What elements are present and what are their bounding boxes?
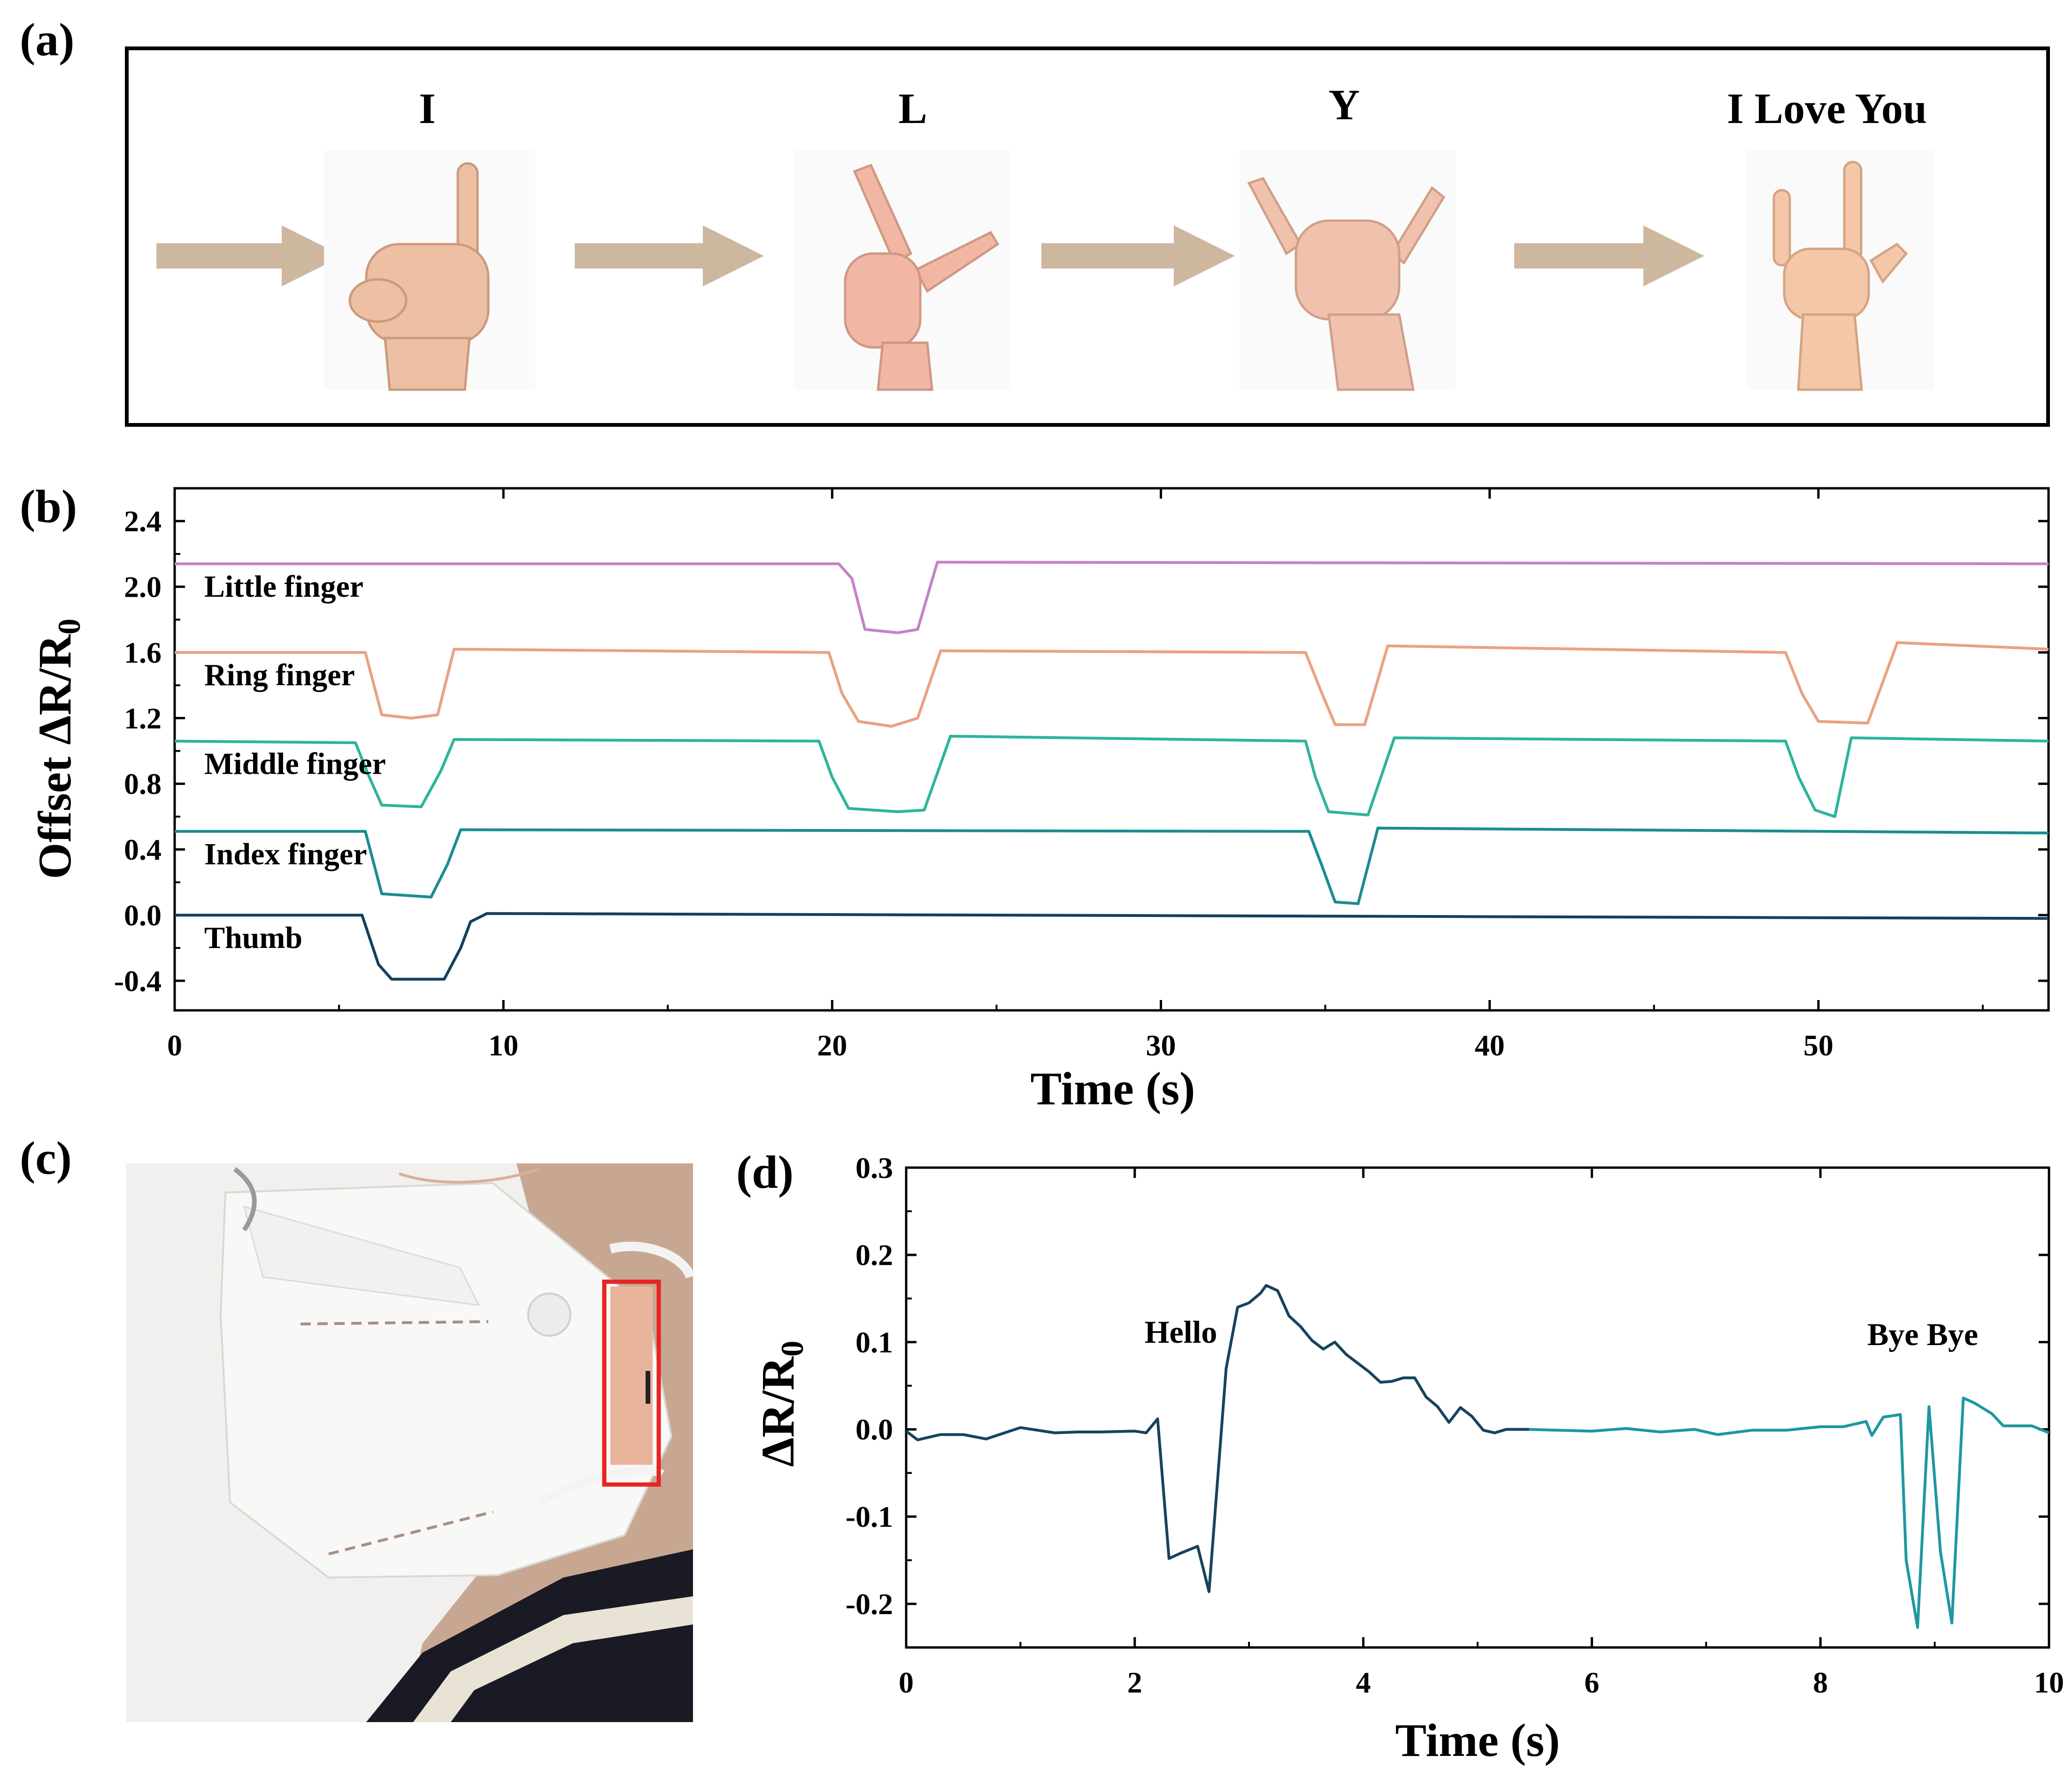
- x-tick-label: 0: [167, 1029, 182, 1062]
- x-tick-label: 2: [1127, 1666, 1142, 1699]
- y-tick-label: 0.8: [124, 767, 162, 800]
- hand-sign-l-image: [793, 150, 1009, 391]
- x-tick-label: 40: [1475, 1029, 1505, 1062]
- series-line-little-finger: [175, 561, 2049, 634]
- y-tick-label: 0.1: [855, 1325, 893, 1359]
- panel-d: (d) 0 2 4 6 8 10 -0.2 -0.1 0.0 0.1 0.2 0.3 Hello By…: [736, 1146, 2064, 1766]
- sensor-highlight-box: [602, 1279, 661, 1487]
- series-label-index-finger: Index finger: [204, 837, 367, 871]
- chart-b-series: [175, 561, 2049, 981]
- y-tick-label: 2.4: [124, 505, 162, 538]
- panel-b-label: (b): [20, 480, 77, 532]
- x-tick-label: 10: [488, 1029, 518, 1062]
- caption-y: Y: [1329, 81, 1360, 129]
- chart-d-series: [906, 1284, 2049, 1629]
- hand-sign-y-image: [1240, 150, 1456, 391]
- arrow-icon: [1041, 225, 1235, 286]
- y-tick-label: -0.1: [846, 1500, 893, 1533]
- panel-c-label: (c): [20, 1132, 72, 1184]
- arrow-icon: [1514, 225, 1704, 286]
- series-line-middle-finger: [175, 735, 2049, 818]
- series-line-series-1: [1529, 1396, 2049, 1629]
- x-tick-label: 10: [2034, 1666, 2064, 1699]
- arrow-icon: [575, 225, 764, 286]
- y-tick-label: 0.0: [855, 1413, 893, 1446]
- chart-d-y-axis-label: ΔR/R0: [752, 1341, 810, 1467]
- y-tick-label: 2.0: [124, 570, 162, 604]
- x-tick-label: 8: [1813, 1666, 1828, 1699]
- x-tick-label: 30: [1146, 1029, 1176, 1062]
- x-tick-label: 6: [1584, 1666, 1599, 1699]
- chart-d-ticks: 0 2 4 6 8 10 -0.2 -0.1 0.0 0.1 0.2 0.3: [846, 1151, 2064, 1699]
- y-tick-label: 1.2: [124, 701, 162, 735]
- chart-b-x-axis-label: Time (s): [1031, 1062, 1195, 1115]
- x-tick-label: 50: [1803, 1029, 1833, 1062]
- x-tick-label: 4: [1356, 1666, 1371, 1699]
- y-tick-label: 0.0: [124, 899, 162, 932]
- annotation-bye-bye: Bye Bye: [1867, 1316, 1978, 1352]
- series-line-thumb: [175, 912, 2049, 981]
- x-tick-label: 0: [899, 1666, 914, 1699]
- y-tick-label: 1.6: [124, 636, 162, 669]
- chart-d-frame: [905, 1166, 2050, 1649]
- series-line-ring-finger: [175, 641, 2049, 728]
- series-label-ring-finger: Ring finger: [204, 658, 355, 693]
- panel-a-frame: [125, 46, 2050, 427]
- y-tick-label: -0.2: [846, 1587, 893, 1621]
- panel-b: (b) 0 10 20 30 40 50 -0.4 0.0 0.4 0.8 1.2 1.6 2.0 2.4…: [20, 480, 2050, 1115]
- series-line-index-finger: [175, 826, 2049, 905]
- caption-i: I: [419, 85, 436, 132]
- hand-sign-i-image: [324, 150, 535, 391]
- series-line-series-0: [906, 1284, 1529, 1593]
- chart-b-y-axis-label: Offset ΔR/R0: [29, 619, 87, 879]
- y-tick-label: 0.2: [855, 1239, 893, 1272]
- face-mask-sensor-photo: [126, 1163, 695, 1722]
- chart-b-series-labels: Little finger Ring finger Middle finger Ind…: [204, 569, 386, 955]
- series-label-thumb: Thumb: [204, 921, 302, 955]
- panel-a: (a) I L Y I Love You: [20, 14, 2050, 427]
- annotation-hello: Hello: [1145, 1314, 1217, 1350]
- arrow-icon: [156, 225, 343, 286]
- caption-i-love-you: I Love You: [1727, 85, 1927, 132]
- y-tick-label: -0.4: [114, 964, 162, 998]
- panel-d-label: (d): [736, 1146, 793, 1198]
- panel-a-label: (a): [20, 14, 75, 66]
- chart-d-x-axis-label: Time (s): [1395, 1714, 1560, 1766]
- caption-l: L: [898, 85, 927, 132]
- series-label-little-finger: Little finger: [204, 569, 363, 604]
- y-tick-label: 0.4: [124, 833, 162, 866]
- series-label-middle-finger: Middle finger: [204, 747, 386, 781]
- chart-b-ticks: 0 10 20 30 40 50 -0.4 0.0 0.4 0.8 1.2 1.6 2.0 2.4: [114, 487, 2049, 1062]
- panel-c: (c): [20, 1132, 695, 1722]
- hand-sign-i-love-you-image: [1747, 150, 1934, 391]
- x-tick-label: 20: [817, 1029, 847, 1062]
- chart-b-frame: [173, 487, 2050, 1012]
- y-tick-label: 0.3: [855, 1151, 893, 1185]
